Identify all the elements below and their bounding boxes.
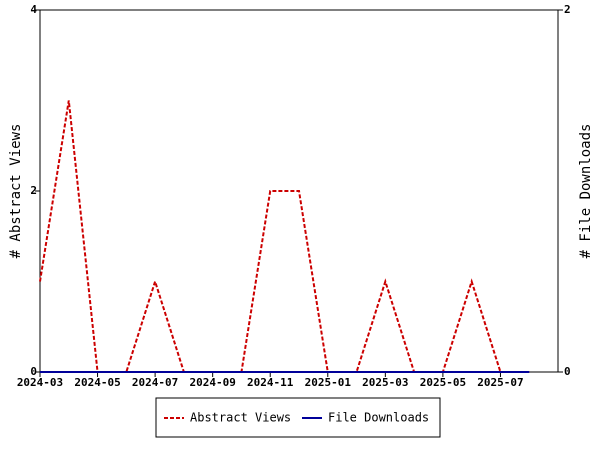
y-tick-label: 0 xyxy=(30,365,37,378)
y2-tick-label: 2 xyxy=(564,3,571,16)
x-tick-label: 2024-11 xyxy=(247,376,294,389)
y2-tick-label: 0 xyxy=(564,365,571,378)
y-axis-title: # Abstract Views xyxy=(8,124,24,259)
legend xyxy=(155,397,441,438)
y-tick-label: 2 xyxy=(30,184,37,197)
x-tick-label: 2024-05 xyxy=(74,376,120,389)
x-tick-label: 2024-03 xyxy=(17,376,63,389)
line-series xyxy=(39,100,530,373)
x-tick-label: 2024-07 xyxy=(132,376,178,389)
legend-text: Abstract Views xyxy=(190,411,291,425)
y-tick-label: 4 xyxy=(30,3,37,16)
x-tick-label: 2025-05 xyxy=(420,376,466,389)
x-tick-label: 2025-03 xyxy=(362,376,408,389)
y2-axis-title: # File Downloads xyxy=(578,124,594,259)
x-tick-label: 2025-07 xyxy=(477,376,523,389)
x-tick-label: 2025-01 xyxy=(305,376,352,389)
legend-text: File Downloads xyxy=(328,411,429,425)
x-tick-label: 2024-09 xyxy=(189,376,235,389)
